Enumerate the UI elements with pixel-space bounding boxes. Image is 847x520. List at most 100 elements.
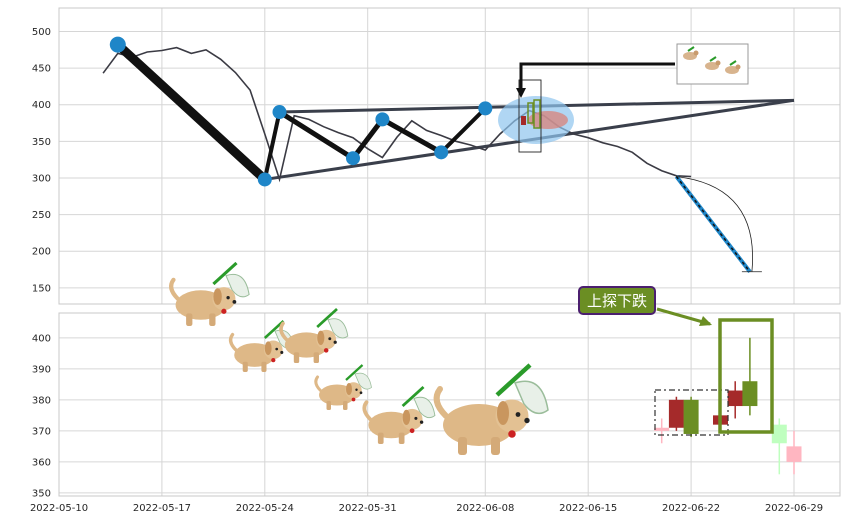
puppy-ear <box>346 383 352 395</box>
candle-body <box>771 424 787 444</box>
puppy-ear <box>497 401 509 425</box>
puppy-nose <box>280 350 284 354</box>
top-y-tick-label: 250 <box>32 210 51 221</box>
thumbnail-wing <box>687 46 695 52</box>
puppy-tail <box>228 332 238 352</box>
zigzag-segment <box>439 106 488 155</box>
annotation: 上探下跌 <box>578 286 712 326</box>
candle-body <box>727 390 743 407</box>
top-y-tick-label: 500 <box>32 27 51 38</box>
projection-arc <box>676 176 753 272</box>
annotation-arrow-head <box>699 316 712 326</box>
candle-body <box>786 446 802 462</box>
zigzag-segment <box>379 116 444 155</box>
green-wand <box>401 385 425 408</box>
puppy-leg <box>242 361 248 372</box>
bottom-y-tick-label: 390 <box>32 364 51 375</box>
puppy-leg <box>491 437 500 455</box>
pivot-marker <box>257 172 272 187</box>
annotation-box <box>578 286 656 315</box>
highlight-inner-ellipse <box>528 111 568 129</box>
puppy-leg <box>398 432 405 444</box>
pivot-marker <box>375 112 390 127</box>
puppy-nose <box>524 417 530 424</box>
puppy-tail <box>314 375 322 392</box>
green-wand <box>495 363 532 397</box>
puppy-icon <box>279 308 349 363</box>
puppy-leg <box>343 401 348 410</box>
puppy-icon <box>314 364 372 410</box>
puppy-illustrations <box>169 261 549 455</box>
candle-body <box>683 399 699 434</box>
bottom-panel-frame <box>58 312 841 497</box>
puppy-leg <box>458 437 467 455</box>
puppy-eye <box>414 416 418 420</box>
bottom-y-tick-label: 400 <box>32 333 51 344</box>
bottom-y-tick-label: 370 <box>32 426 51 437</box>
x-tick-label: 2022-06-15 <box>559 503 617 514</box>
mini-candle <box>527 102 534 124</box>
x-tick-label: 2022-05-24 <box>236 503 294 514</box>
puppy-eye <box>226 295 230 300</box>
puppy-leg <box>313 352 319 363</box>
red-bow <box>409 428 415 434</box>
green-wand <box>316 308 338 328</box>
thumbnail-puppy <box>705 62 719 70</box>
puppy-icon <box>169 261 250 326</box>
green-wand <box>212 261 238 286</box>
pivot-marker <box>434 145 449 160</box>
puppy-eye <box>515 412 521 417</box>
puppy-tail <box>362 400 373 422</box>
bottom-y-tick-label: 350 <box>32 488 51 499</box>
wing-icon <box>225 273 250 298</box>
thumbnail-puppy-head <box>715 60 721 66</box>
puppy-ear <box>264 341 272 355</box>
puppy-nose <box>333 340 337 344</box>
puppy-leg <box>261 361 267 372</box>
puppy-leg <box>186 313 193 326</box>
bottom-y-tick-labels: 350 360 370 380 390 400 <box>32 333 51 499</box>
top-y-tick-label: 400 <box>32 100 51 111</box>
puppy-ear <box>317 330 325 345</box>
puppy-nose <box>419 420 424 424</box>
red-bow <box>271 357 276 363</box>
thumbnail-wing <box>729 60 737 66</box>
x-tick-label: 2022-06-29 <box>765 503 823 514</box>
puppy-leg <box>293 352 300 363</box>
mini-candle <box>521 116 526 125</box>
bottom-plot-area <box>59 313 840 496</box>
red-bow <box>221 308 227 314</box>
top-y-tick-labels: 150 200 250 300 350 400 450 500 <box>32 27 51 294</box>
callout-arrow-line <box>519 62 675 94</box>
zigzag-segment <box>113 40 270 184</box>
puppy-icon <box>362 385 436 444</box>
x-tick-label: 2022-06-22 <box>662 503 720 514</box>
thumbnail-puppy <box>683 52 697 60</box>
green-wand <box>345 364 364 381</box>
top-y-tick-label: 350 <box>32 137 51 148</box>
wing-icon <box>513 380 549 415</box>
group-box <box>654 389 729 436</box>
x-axis-date-labels: 2022-05-10 2022-05-17 2022-05-24 2022-05-31… <box>30 503 823 514</box>
red-bow <box>508 430 516 438</box>
wing-icon <box>413 396 436 419</box>
top-chart-marks <box>102 36 795 273</box>
red-bow <box>323 348 329 353</box>
puppy-tail <box>169 277 180 301</box>
puppy-tail <box>433 386 449 419</box>
top-panel-frame <box>58 7 841 305</box>
thumbnail-puppy-head <box>693 50 699 56</box>
mini-candle <box>533 99 541 129</box>
puppy-leg <box>209 313 216 326</box>
candle-body <box>668 399 684 428</box>
zigzag-segment <box>277 109 356 161</box>
thumbnail-puppy-head <box>735 64 741 70</box>
top-panel: 150 200 250 300 350 400 450 500 <box>32 7 841 305</box>
highlight-box <box>718 318 774 434</box>
price-line <box>102 46 692 183</box>
bottom-y-tick-label: 360 <box>32 457 51 468</box>
top-y-tick-label: 300 <box>32 173 51 184</box>
callout-arrow-head <box>516 88 526 98</box>
